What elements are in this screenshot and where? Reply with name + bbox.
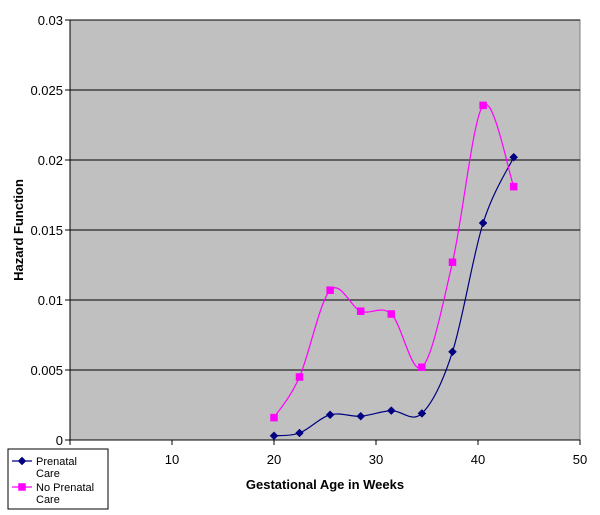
data-point	[387, 310, 396, 318]
data-point	[448, 347, 457, 357]
y-tick-label: 0.025	[30, 83, 63, 98]
x-tick-label: 20	[267, 452, 281, 467]
tick-labels: 0 0.005 0.01 0.015 0.02 0.025 0.03 10 20 30 40 50	[30, 13, 587, 467]
data-point	[386, 406, 396, 415]
data-point	[479, 101, 487, 110]
data-point	[295, 428, 304, 438]
data-point	[417, 409, 427, 418]
data-point	[269, 431, 279, 441]
legend-box	[7, 448, 109, 510]
y-tick-label: 0.01	[38, 293, 63, 308]
y-axis-title: Hazard Function	[11, 179, 26, 281]
legend-swatch-marker	[17, 456, 27, 466]
data-point	[270, 413, 278, 422]
data-point	[356, 307, 365, 315]
y-tick-label: 0.015	[30, 223, 63, 238]
x-tick-label: 30	[369, 452, 383, 467]
y-tick-label: 0.005	[30, 363, 63, 378]
data-point	[448, 258, 457, 266]
x-tick-label: 10	[165, 452, 179, 467]
series-prenatal-care	[269, 152, 519, 441]
x-tick-label: 50	[573, 452, 587, 467]
data-point	[325, 410, 335, 420]
series-no-prenatal-care	[270, 101, 518, 422]
x-axis-title: Gestational Age in Weeks	[246, 477, 404, 492]
legend-label: Prenatal	[36, 456, 77, 468]
legend-label: No Prenatal	[36, 482, 94, 494]
data-point	[356, 411, 366, 421]
data-point	[509, 182, 518, 191]
series-layer	[269, 101, 519, 441]
x-tick-label: 40	[471, 452, 485, 467]
y-tick-label: 0.02	[38, 153, 63, 168]
data-point	[418, 363, 426, 371]
legend-swatch-marker	[18, 483, 26, 491]
legend-label: Care	[36, 468, 60, 480]
data-point	[295, 373, 304, 381]
y-tick-label: 0.03	[38, 13, 63, 28]
gridlines	[70, 19, 580, 371]
data-point	[326, 286, 334, 294]
legend-label: Care	[36, 494, 60, 506]
series-line	[273, 103, 515, 418]
axes	[65, 19, 581, 445]
data-point	[478, 218, 488, 228]
series-line	[273, 156, 515, 437]
y-tick-label: 0	[56, 433, 63, 448]
data-point	[509, 152, 519, 162]
